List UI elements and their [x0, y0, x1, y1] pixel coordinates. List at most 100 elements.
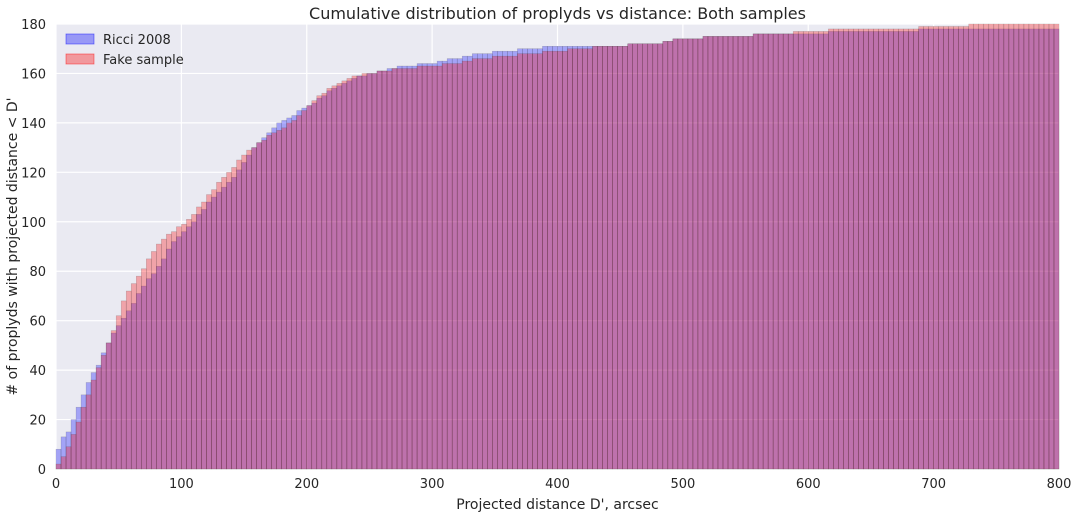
histogram-bar — [401, 68, 408, 470]
histogram-bar — [602, 46, 608, 470]
histogram-bar — [125, 290, 132, 470]
histogram-bar — [331, 85, 338, 470]
histogram-bar — [321, 92, 328, 470]
y-tick-label: 100 — [21, 216, 46, 231]
histogram-bar — [451, 63, 458, 470]
histogram-bar — [356, 75, 363, 470]
histogram-bar — [1018, 28, 1025, 470]
histogram-bar — [732, 36, 739, 470]
y-tick-label: 160 — [21, 67, 46, 82]
histogram-bar — [522, 53, 528, 470]
histogram-bar — [115, 315, 122, 470]
histogram-bar — [100, 352, 107, 470]
histogram-bar — [326, 88, 333, 470]
x-tick-label: 300 — [420, 477, 445, 492]
histogram-bar — [727, 36, 734, 470]
histogram-bar — [141, 268, 147, 470]
histogram-bar — [482, 58, 488, 470]
histogram-bar — [55, 463, 62, 470]
histogram-bar — [186, 226, 192, 470]
histogram-bar — [532, 53, 538, 470]
histogram-bar — [908, 28, 914, 470]
histogram-bar — [747, 36, 754, 470]
histogram-bar — [466, 60, 473, 470]
histogram-bar — [592, 46, 598, 470]
histogram-bar — [888, 31, 894, 470]
histogram-bar — [572, 48, 578, 470]
histogram-bar — [396, 65, 403, 470]
histogram-bar — [722, 36, 729, 470]
histogram-bar — [757, 33, 764, 470]
histogram-bar — [426, 65, 433, 470]
histogram-bar — [446, 58, 453, 470]
legend-label: Ricci 2008 — [103, 33, 171, 48]
histogram-bar — [211, 196, 217, 470]
histogram-bar — [487, 53, 493, 470]
histogram-bar — [572, 46, 578, 470]
histogram-bar — [883, 31, 889, 470]
histogram-bar — [1033, 28, 1040, 470]
histogram-bar — [1013, 23, 1020, 470]
histogram-bar — [95, 364, 102, 470]
histogram-bar — [421, 63, 428, 470]
histogram-bar — [1008, 23, 1015, 470]
histogram-bar — [326, 90, 333, 470]
histogram-bar — [151, 251, 157, 470]
histogram-bar — [466, 55, 473, 470]
histogram-bar — [166, 248, 172, 470]
histogram-bar — [587, 48, 593, 470]
histogram-bar — [1043, 28, 1050, 470]
histogram-bar — [652, 43, 659, 470]
histogram-bar — [296, 110, 302, 470]
histogram-bar — [667, 41, 674, 470]
histogram-bar — [1048, 28, 1055, 470]
histogram-bar — [612, 46, 618, 470]
histogram-bar — [65, 431, 72, 470]
histogram-bar — [552, 50, 558, 470]
histogram-bar — [351, 78, 358, 470]
histogram-bar — [612, 46, 618, 470]
histogram-bar — [211, 189, 217, 470]
histogram-bar — [105, 342, 112, 470]
histogram-bar — [607, 46, 613, 470]
histogram-bar — [838, 28, 844, 470]
histogram-bar — [622, 46, 628, 470]
histogram-bar — [597, 46, 603, 470]
histogram-bar — [988, 28, 995, 470]
histogram-bar — [391, 68, 398, 470]
histogram-bar — [993, 23, 1000, 470]
histogram-bar — [351, 75, 358, 470]
histogram-bar — [737, 36, 744, 470]
histogram-bar — [878, 31, 884, 470]
histogram-bar — [928, 28, 934, 470]
y-tick-label: 40 — [29, 364, 46, 379]
histogram-bar — [90, 379, 97, 470]
histogram-bar — [657, 43, 664, 470]
histogram-bar — [642, 43, 649, 470]
histogram-bar — [562, 46, 568, 470]
x-tick-label: 200 — [294, 477, 319, 492]
histogram-bar — [411, 65, 418, 470]
histogram-bar — [843, 28, 849, 470]
histogram-bar — [983, 28, 990, 470]
histogram-bar — [898, 31, 904, 470]
histogram-bar — [226, 181, 232, 470]
histogram-bar — [617, 46, 623, 470]
histogram-bar — [923, 28, 929, 470]
histogram-bar — [156, 243, 162, 470]
histogram-bar — [512, 55, 518, 470]
histogram-bar — [843, 31, 849, 470]
histogram-bar — [808, 33, 814, 470]
histogram-bar — [171, 231, 177, 470]
histogram-bar — [802, 33, 809, 470]
histogram-bar — [161, 258, 167, 470]
histogram-bar — [246, 154, 252, 470]
histogram-bar — [497, 50, 503, 470]
histogram-bar — [848, 31, 854, 470]
histogram-bar — [923, 26, 929, 470]
histogram-bar — [687, 38, 694, 470]
histogram-bar — [306, 105, 313, 470]
histogram-bar — [471, 58, 478, 470]
histogram-bar — [306, 105, 313, 470]
